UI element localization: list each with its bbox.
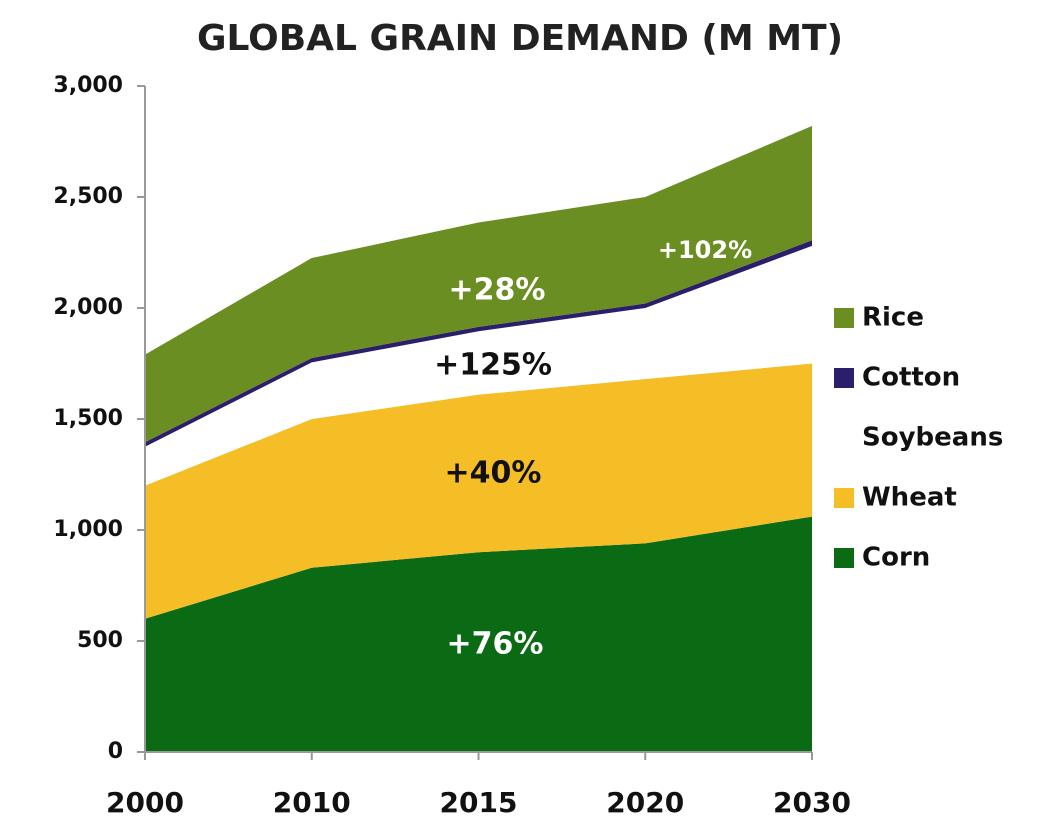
y-tick-label: 1,500 [53, 406, 123, 431]
legend-label: Rice [862, 303, 924, 333]
area [145, 245, 812, 486]
x-tick-label: 2000 [106, 786, 184, 819]
x-tick-label: 2020 [606, 786, 684, 819]
annotation: +28% [449, 273, 546, 308]
y-tick-label: 2,500 [53, 184, 123, 209]
legend-swatch [834, 488, 854, 508]
area [145, 125, 812, 443]
y-tick-label: 500 [77, 628, 123, 653]
x-tick-label: 2015 [440, 786, 518, 819]
y-tick-label: 1,000 [53, 517, 123, 542]
y-tick-label: 2,000 [53, 295, 123, 320]
legend-swatch [834, 428, 854, 448]
chart-title: GLOBAL GRAIN DEMAND (M MT) [197, 18, 843, 59]
annotation: +40% [445, 456, 542, 491]
legend-label: Corn [862, 543, 930, 573]
legend-swatch [834, 548, 854, 568]
legend-label: Soybeans [862, 423, 1003, 453]
legend-label: Cotton [862, 363, 960, 393]
annotation: +76% [447, 627, 544, 662]
annotation: +102% [658, 236, 752, 264]
y-tick-label: 0 [108, 739, 123, 764]
legend-swatch [834, 308, 854, 328]
annotation: +125% [434, 348, 552, 383]
legend-label: Wheat [862, 483, 957, 513]
area [145, 516, 812, 752]
y-tick-label: 3,000 [53, 73, 123, 98]
area [145, 363, 812, 619]
x-tick-label: 2010 [273, 786, 351, 819]
legend-swatch [834, 368, 854, 388]
x-tick-label: 2030 [773, 786, 851, 819]
